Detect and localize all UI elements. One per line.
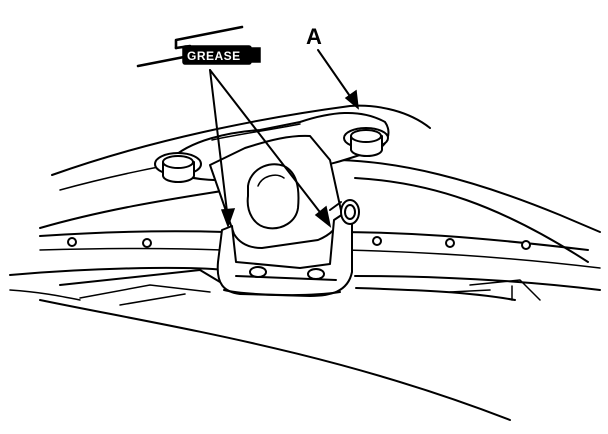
grease-leader-arrows xyxy=(209,69,332,229)
vehicle-body-outline xyxy=(39,104,601,269)
left-mounting-bolt xyxy=(154,152,202,183)
hinge-bracket xyxy=(216,211,353,297)
callout-a-leader xyxy=(317,49,359,110)
hinge-arm xyxy=(209,134,343,249)
lower-floor-panel xyxy=(9,266,601,421)
panel-holes xyxy=(67,236,531,250)
grease-label: GREASE xyxy=(187,49,241,63)
callout-label-a: A xyxy=(306,24,322,49)
hinge-pivot-pin xyxy=(329,199,360,225)
grease-gun-icon xyxy=(136,25,261,68)
right-mounting-bolt xyxy=(343,127,389,157)
